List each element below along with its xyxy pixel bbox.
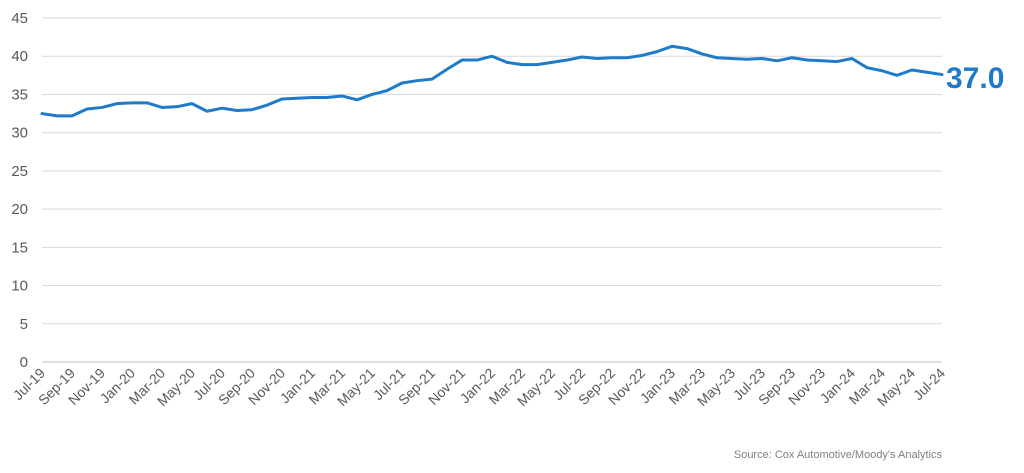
series-line [40,44,944,118]
x-tick-label: Jul-24 [910,365,948,403]
y-tick-label: 25 [11,163,28,180]
y-tick-label: 0 [20,354,28,371]
y-tick-label: 45 [11,10,28,27]
x-axis-ticks: Jul-19Sep-19Nov-19Jan-20Mar-20May-20Jul-… [10,365,948,409]
y-tick-label: 35 [11,86,28,103]
y-tick-label: 10 [11,278,28,295]
y-tick-label: 5 [20,316,28,333]
gridlines [42,17,942,363]
y-tick-label: 30 [11,125,28,142]
y-axis-ticks: 0 5 10 15 20 25 30 35 40 45 [11,10,28,371]
y-tick-label: 40 [11,48,28,65]
series-layer [40,44,944,118]
source-note: Source: Cox Automotive/Moody's Analytics [734,449,943,461]
y-tick-label: 15 [11,239,28,256]
y-tick-label: 20 [11,201,28,218]
last-value-label: 37.0 [946,62,1004,95]
